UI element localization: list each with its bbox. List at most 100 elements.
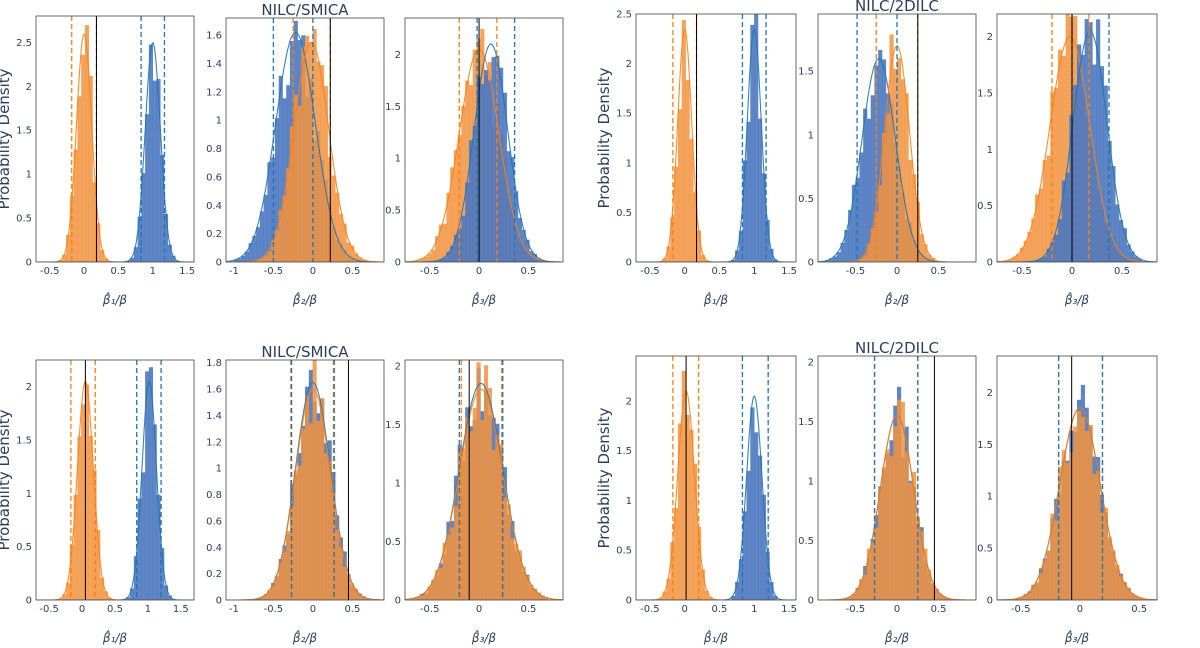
histogram-bar-blue [480, 84, 485, 262]
histogram-bar-orange [420, 595, 425, 600]
y-tick-label: 0.5 [385, 206, 401, 217]
y-tick-label: 1 [987, 492, 993, 503]
histogram-bar-orange [923, 244, 928, 262]
histogram-bar-blue [145, 114, 150, 262]
histogram-bar-orange [416, 596, 421, 600]
x-tick-label: 0 [79, 604, 85, 615]
histogram-bar-blue [148, 367, 154, 600]
y-tick-label: 1.6 [206, 385, 222, 396]
histogram-bar-orange [1046, 550, 1051, 600]
histogram-bar-orange [84, 25, 90, 262]
histogram-bar-orange [874, 527, 879, 600]
histogram-bar-orange [1137, 597, 1143, 600]
y-tick-label: 2 [26, 82, 32, 93]
histogram-bar-blue [1122, 228, 1127, 262]
y-tick-label: 0 [26, 596, 32, 607]
histogram-bar-orange [1027, 592, 1032, 600]
histogram-bar-blue [735, 581, 740, 600]
y-tick-label: 1.5 [616, 109, 632, 120]
histogram-bar-orange [881, 467, 887, 600]
histogram-bar-orange [693, 192, 698, 262]
y-tick-label: 0.5 [798, 194, 814, 205]
histogram-bar-orange [662, 591, 667, 600]
histogram-bar-orange [666, 246, 671, 262]
histogram-bar-blue [1069, 115, 1074, 262]
x-tick-label: 0.5 [344, 266, 360, 277]
histogram-bar-blue [1073, 84, 1078, 262]
y-axis-label: Probability Density [595, 407, 613, 548]
histogram-bar-orange [919, 234, 924, 262]
fit-curve-orange [997, 407, 1157, 600]
histogram-bar-blue [866, 118, 872, 262]
histogram-bar-blue [450, 245, 455, 262]
histogram-bar-orange [58, 598, 63, 600]
histogram-bar-orange [908, 482, 913, 600]
y-tick-label: 1 [216, 464, 222, 475]
y-tick-label: 0 [626, 258, 632, 269]
x-tick-label: 0 [894, 266, 900, 277]
histogram-bar-blue [252, 235, 257, 262]
histogram-bar-orange [1004, 260, 1009, 262]
histogram-bar-orange [338, 214, 344, 262]
histogram-bar-orange [1035, 581, 1040, 600]
fit-curve-orange [636, 29, 796, 262]
histogram-bar-orange [908, 159, 913, 262]
x-tick-label: 0.5 [344, 604, 360, 615]
histogram-bar-blue [1057, 219, 1063, 262]
x-tick-label: 1 [751, 266, 757, 277]
panel-title: NILC/SMICA [261, 343, 349, 361]
panel-nilc-2dilc-bottom-2: -0.5 0 0.5 0 0.5 1 1.5 2 β̂₂/β NILC/2DILC [798, 339, 977, 645]
histogram-bar-blue [746, 470, 751, 600]
histogram-bar-orange [945, 598, 951, 600]
plot-frame [35, 15, 195, 263]
histogram-bar-orange [297, 465, 302, 600]
histogram-bar-orange [484, 365, 489, 600]
histogram-bar-blue [163, 213, 169, 262]
histogram-bar-orange [1103, 507, 1108, 600]
histogram-bar-orange [357, 595, 362, 600]
histogram-bar-orange [69, 545, 75, 600]
y-tick-label: 1.5 [16, 436, 32, 447]
histogram-bar-orange [1130, 593, 1135, 600]
histogram-bar-orange [700, 569, 705, 600]
histogram-bar-orange [1054, 520, 1059, 600]
y-tick-label: 1.5 [385, 420, 401, 431]
histogram-bar-orange [1111, 550, 1116, 600]
histogram-bar-orange [863, 574, 868, 600]
histogram-bar-blue [1080, 54, 1086, 262]
histogram-bar-orange [893, 426, 898, 600]
histogram-bar-blue [757, 455, 763, 600]
histogram-bar-orange [327, 461, 332, 600]
histogram-bar-orange [700, 255, 705, 262]
histogram-bar-orange [540, 596, 545, 600]
histogram-bar-orange [88, 435, 93, 600]
y-axis-label: Probability Density [0, 68, 13, 209]
x-axis-label: β̂₂/β [292, 291, 318, 307]
y-tick-label: 2.5 [616, 10, 632, 21]
y-tick-label: 0.8 [206, 144, 222, 155]
histogram-bar-orange [1050, 513, 1055, 600]
histogram-bar-orange [859, 258, 864, 262]
histogram-bar-orange [696, 526, 702, 600]
histogram-bar-orange [282, 551, 287, 600]
histogram-bar-orange [442, 223, 447, 262]
fit-curve-blue [636, 395, 796, 600]
x-tick-label: 0.5 [520, 604, 536, 615]
histogram-bar-orange [885, 113, 890, 262]
histogram-bar-orange [435, 236, 440, 262]
histogram-bar-orange [66, 582, 71, 600]
x-axis-label: β̂₁/β [703, 291, 729, 307]
histogram-bar-blue [529, 251, 534, 262]
panel-nilc-2dilc-bottom-3: -0.5 0 0.5 0 0.5 1 1.5 2 β̂₃/β [977, 355, 1158, 645]
histogram-bar-orange [658, 597, 664, 600]
plot-frame [225, 17, 385, 263]
histogram-bar-blue [472, 125, 477, 262]
y-tick-label: 2 [626, 59, 632, 70]
histogram-bar-orange [77, 436, 82, 600]
histogram-bar-blue [874, 65, 879, 262]
histogram-bar-orange [286, 168, 291, 262]
histogram-bar-blue [152, 80, 157, 262]
x-axis-label: β̂₂/β [884, 291, 910, 307]
fit-curve-orange [36, 33, 194, 262]
